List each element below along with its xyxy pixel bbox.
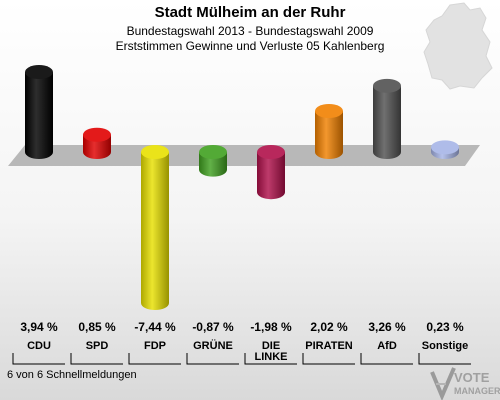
baseline-plane <box>8 145 480 166</box>
category-bracket <box>70 353 123 365</box>
bars-group <box>25 65 459 311</box>
labels-group: 3,94 % CDU 0,85 % SPD -7,44 % FDP -0,87 % GRÜNE… <box>12 320 471 365</box>
logo-text-manager: MANAGER <box>454 386 500 396</box>
category-label: LINKE <box>255 351 288 363</box>
footer-note: 6 von 6 Schnellmeldungen <box>7 369 137 381</box>
category-label: CDU <box>27 340 51 352</box>
bar-gr-ne <box>199 145 227 177</box>
category-label: FDP <box>144 340 166 352</box>
value-label: 2,02 % <box>310 320 348 334</box>
bar-fdp <box>141 145 169 311</box>
category-label: PIRATEN <box>305 340 353 352</box>
value-label: 0,23 % <box>426 320 464 334</box>
category-label: SPD <box>86 340 109 352</box>
chart-subtitle-2: Erststimmen Gewinne und Verluste 05 Kahl… <box>115 39 385 53</box>
bar-spd <box>83 127 111 159</box>
value-label: -7,44 % <box>134 320 176 334</box>
chart-subtitle: Bundestagswahl 2013 - Bundestagswahl 200… <box>126 24 374 38</box>
category-bracket <box>244 353 297 365</box>
category-bracket <box>360 353 413 365</box>
category-bracket <box>128 353 181 365</box>
bar-cdu <box>25 65 53 159</box>
category-bracket <box>186 353 239 365</box>
chart-title: Stadt Mülheim an der Ruhr <box>154 4 346 21</box>
value-label: 3,94 % <box>20 320 58 334</box>
germany-map-icon <box>423 2 493 90</box>
bar-die-linke <box>257 145 285 200</box>
category-label: AfD <box>377 340 397 352</box>
value-label: -0,87 % <box>192 320 234 334</box>
logo-text-vote: VOTE <box>454 370 490 385</box>
bar-afd <box>373 78 401 159</box>
category-label: DIE <box>262 340 280 352</box>
bar-piraten <box>315 103 343 159</box>
value-label: 0,85 % <box>78 320 116 334</box>
category-label: Sonstige <box>422 340 468 352</box>
category-bracket <box>12 353 65 365</box>
vote-manager-logo: VOTE MANAGER <box>430 367 500 400</box>
category-bracket <box>302 353 355 365</box>
category-bracket <box>418 353 471 365</box>
category-label: GRÜNE <box>193 339 233 352</box>
value-label: -1,98 % <box>250 320 292 334</box>
bar-sonstige <box>431 140 459 159</box>
value-label: 3,26 % <box>368 320 406 334</box>
